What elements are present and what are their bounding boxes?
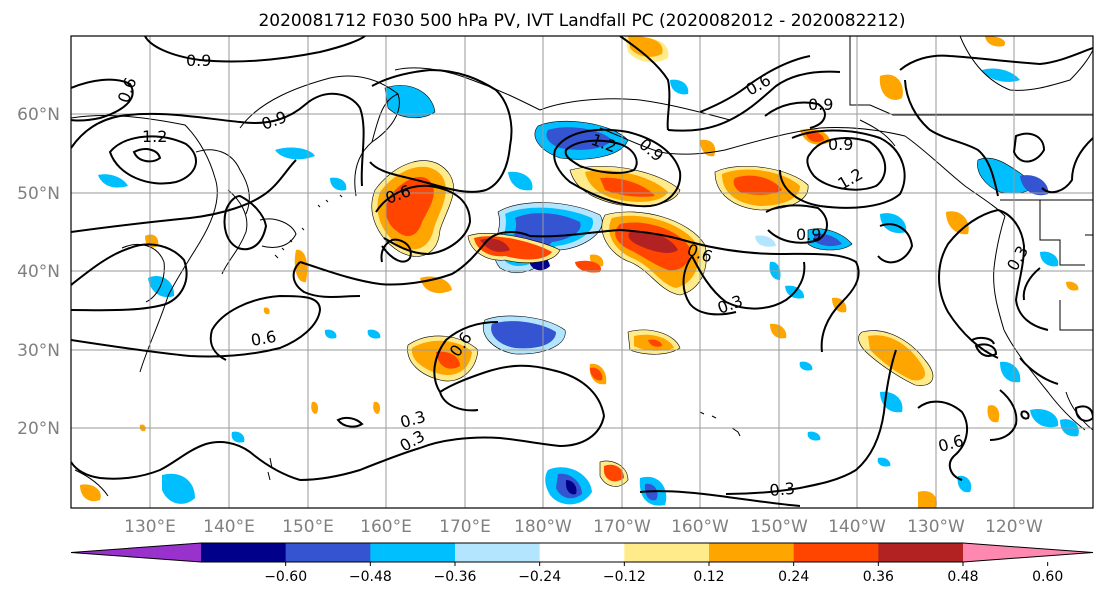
lat-label: 30°N [17, 341, 60, 361]
colorbar-segment [285, 543, 371, 562]
contour-label: 0.9 [828, 135, 853, 154]
coastlines [71, 36, 1093, 497]
map-frame [70, 35, 1094, 509]
colorbar-tick-label: −0.60 [264, 569, 307, 585]
pv-contours [71, 36, 1093, 507]
lon-label: 180°W [514, 517, 572, 537]
colorbar-segment [709, 543, 795, 562]
colorbar-ticks: −0.60 −0.48 −0.36 −0.24 −0.12 0.12 0.24 0.36 0.4… [264, 562, 1063, 585]
contour-label: 0.9 [796, 225, 821, 244]
colorbar-tick-label: 0.36 [863, 569, 894, 585]
lat-label: 40°N [17, 262, 60, 282]
colorbar-segment [539, 543, 625, 562]
lat-label: 60°N [17, 105, 60, 125]
colorbar-tick-label: −0.24 [518, 569, 561, 585]
lon-label: 140°E [203, 517, 255, 537]
colorbar-tick-label: 0.60 [1032, 569, 1063, 585]
colorbar-segment [878, 543, 964, 562]
colorbar-segment [793, 543, 879, 562]
lon-label: 150°W [750, 517, 808, 537]
lon-label: 160°E [360, 517, 412, 537]
map-panel: 0.9 0.6 1.2 0.9 0.6 1.2 0.9 0.6 0.9 1.2 … [70, 35, 1094, 509]
colorbar-segment [963, 543, 1093, 562]
lon-label: 170°W [593, 517, 651, 537]
map-title: 2020081712 F030 500 hPa PV, IVT Landfall… [258, 11, 905, 31]
longitude-labels: 130°E 140°E 150°E 160°E 170°E 180°W 170°… [124, 517, 1043, 537]
colorbar-segment [370, 543, 456, 562]
colorbar-segment [624, 543, 710, 562]
lat-label: 20°N [17, 419, 60, 439]
colorbar-tick-label: 0.24 [778, 569, 809, 585]
colorbar-outline [70, 542, 1094, 563]
contour-label: 0.6 [249, 327, 277, 350]
colorbar-segments [70, 542, 1094, 563]
lon-label: 150°E [282, 517, 334, 537]
colorbar-segment [71, 543, 201, 562]
shaded-anomalies [80, 36, 1079, 508]
colorbar-tick-label: −0.48 [349, 569, 392, 585]
contour-label: 1.2 [142, 127, 167, 146]
colorbar-segment [201, 543, 287, 562]
lon-label: 160°W [671, 517, 729, 537]
positive-anomaly-fields [80, 36, 1079, 508]
colorbar-tick-label: −0.12 [603, 569, 646, 585]
lon-label: 120°W [985, 517, 1043, 537]
graticule [71, 36, 1093, 508]
lon-label: 170°E [439, 517, 491, 537]
lon-label: 130°E [124, 517, 176, 537]
lon-label: 130°W [907, 517, 965, 537]
colorbar: −0.60 −0.48 −0.36 −0.24 −0.12 0.12 0.24 0.36 0.4… [70, 542, 1094, 585]
colorbar-tick-label: 0.12 [693, 569, 724, 585]
lon-label: 140°W [828, 517, 886, 537]
colorbar-tick-label: −0.36 [434, 569, 477, 585]
contour-label: 0.3 [769, 479, 796, 500]
contour-label: 0.9 [186, 51, 211, 70]
lat-label: 50°N [17, 184, 60, 204]
colorbar-tick-label: 0.48 [947, 569, 978, 585]
contour-label: 0.9 [808, 95, 833, 114]
colorbar-segment [455, 543, 541, 562]
latitude-labels: 60°N 50°N 40°N 30°N 20°N [17, 105, 60, 439]
